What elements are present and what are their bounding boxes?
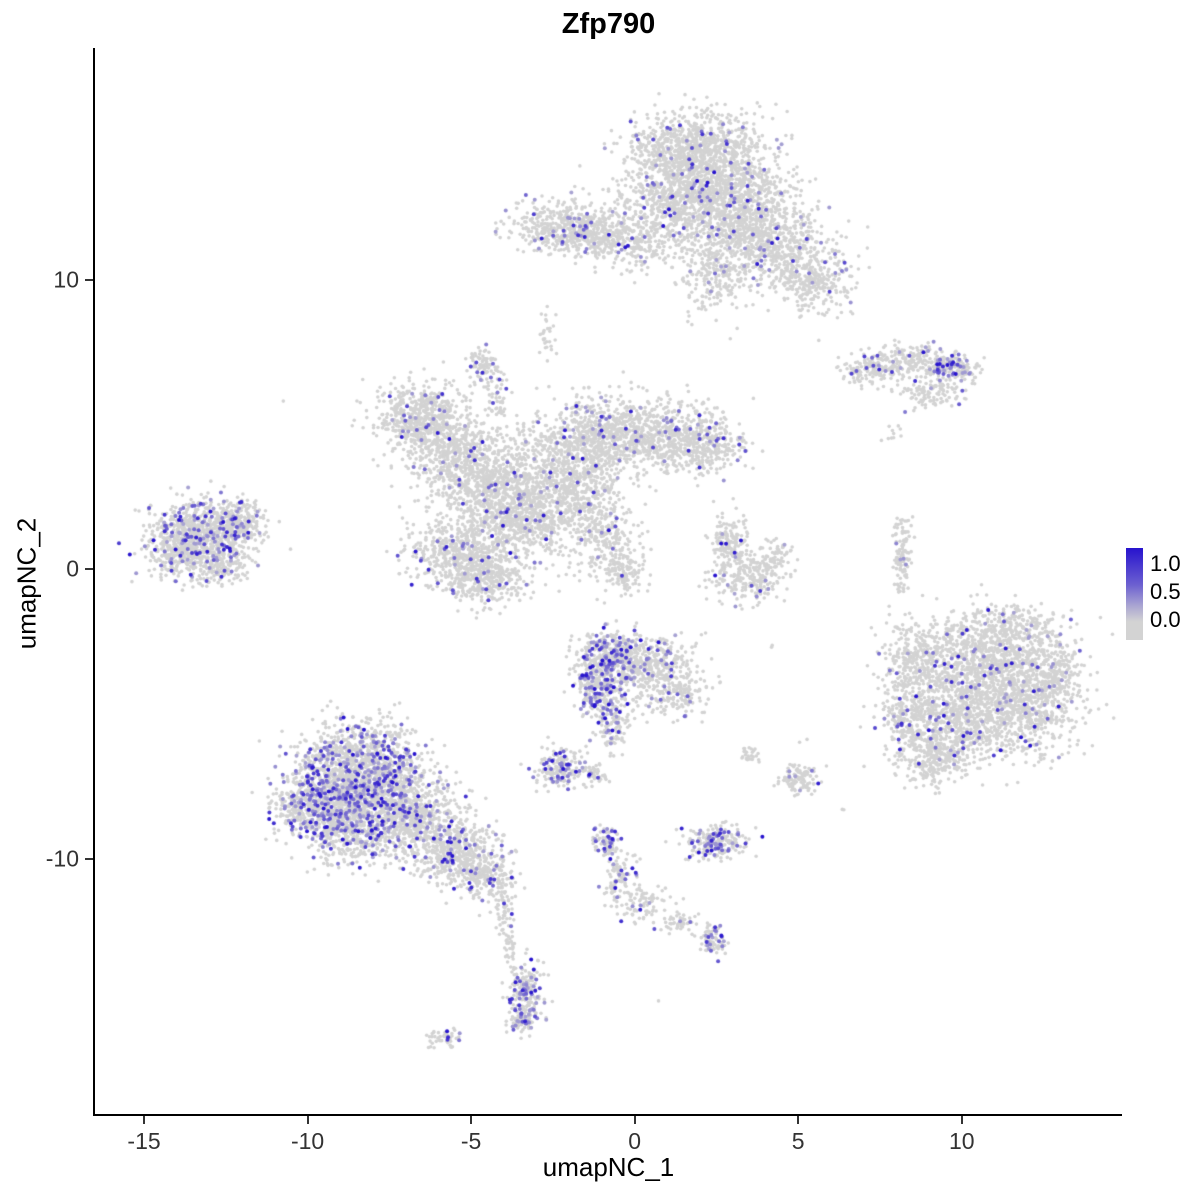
y-tick-mark (85, 568, 93, 571)
color-legend: 1.0 0.5 0.0 (1126, 548, 1196, 648)
x-tick-label: -10 (290, 1128, 325, 1154)
x-tick-label: 0 (628, 1128, 642, 1154)
x-tick-mark (633, 1116, 636, 1124)
legend-tick-label: 0.5 (1150, 579, 1181, 604)
y-tick-mark (85, 278, 93, 281)
legend-tick-label: 0.0 (1150, 607, 1181, 632)
x-axis-line (93, 1114, 1122, 1116)
x-tick-mark (306, 1116, 309, 1124)
legend-tick-label: 1.0 (1150, 551, 1181, 576)
legend-gradient-bar (1126, 548, 1143, 640)
x-axis-title: umapNC_1 (542, 1152, 675, 1182)
x-tick-label: 5 (791, 1128, 805, 1154)
x-tick-mark (470, 1116, 473, 1124)
chart-title: Zfp790 (561, 8, 656, 40)
y-axis-title: umapNC_2 (11, 517, 42, 650)
x-tick-label: -15 (127, 1128, 161, 1154)
x-tick-mark (143, 1116, 146, 1124)
y-axis-line (93, 48, 95, 1116)
x-tick-mark (960, 1116, 963, 1124)
y-tick-label: 10 (53, 266, 79, 293)
x-tick-mark (797, 1116, 800, 1124)
x-tick-label: -5 (460, 1128, 482, 1154)
y-tick-label: 0 (66, 555, 79, 582)
y-tick-mark (85, 858, 93, 861)
y-tick-label: -10 (45, 845, 79, 872)
x-tick-label: 10 (948, 1128, 975, 1154)
